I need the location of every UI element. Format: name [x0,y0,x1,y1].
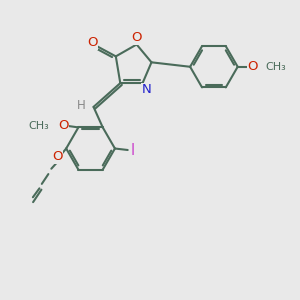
Text: H: H [76,99,85,112]
Text: CH₃: CH₃ [28,121,49,131]
Text: I: I [130,142,135,158]
Text: O: O [87,36,97,49]
Text: O: O [58,119,69,132]
Text: O: O [131,32,142,44]
Text: O: O [52,150,62,163]
Text: CH₃: CH₃ [265,62,286,72]
Text: O: O [247,60,258,73]
Text: N: N [141,83,151,96]
